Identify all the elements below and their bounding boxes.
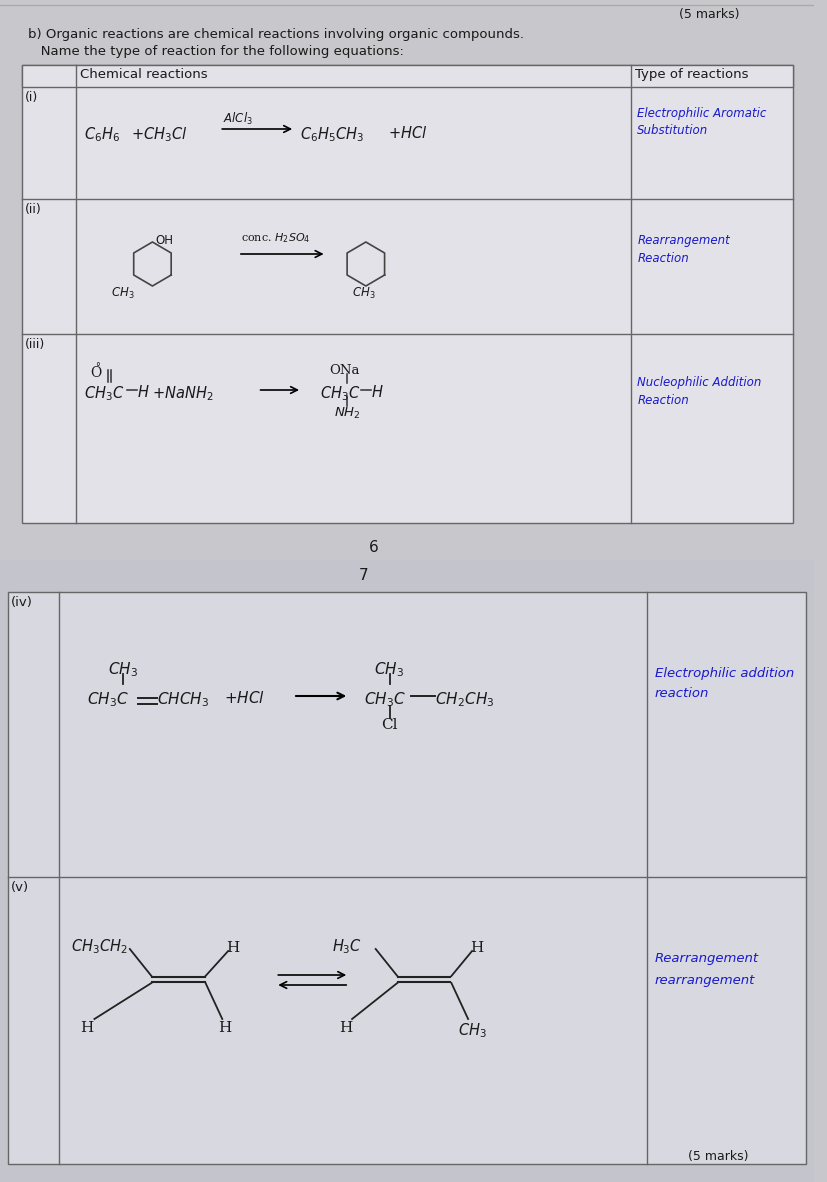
Text: $+ NaNH_2$: $+ NaNH_2$ <box>152 384 213 403</box>
Text: H: H <box>218 1021 232 1035</box>
Text: $C_6H_5CH_3$: $C_6H_5CH_3$ <box>299 125 364 144</box>
Text: $CHCH_3$: $CHCH_3$ <box>157 690 209 709</box>
Text: $CH_3$: $CH_3$ <box>351 286 375 301</box>
Text: $+ HCl$: $+ HCl$ <box>388 125 428 141</box>
Text: $CH_3$: $CH_3$ <box>111 286 135 301</box>
Text: (5 marks): (5 marks) <box>678 8 739 21</box>
Text: Reaction: Reaction <box>637 252 688 265</box>
Text: $H_3C$: $H_3C$ <box>332 937 362 956</box>
Text: rearrangement: rearrangement <box>654 974 754 987</box>
Text: $+ CH_3Cl$: $+ CH_3Cl$ <box>131 125 187 144</box>
Text: Electrophilic Aromatic: Electrophilic Aromatic <box>637 108 766 121</box>
Text: H: H <box>470 941 483 955</box>
Text: (iii): (iii) <box>25 338 45 351</box>
Text: $CH_3C$: $CH_3C$ <box>84 384 124 403</box>
Text: (v): (v) <box>11 881 29 894</box>
Text: Rearrangement: Rearrangement <box>654 952 758 965</box>
Text: reaction: reaction <box>654 687 709 700</box>
Text: $+ HCl$: $+ HCl$ <box>224 690 265 706</box>
Text: $C_6H_6$: $C_6H_6$ <box>84 125 119 144</box>
Text: H: H <box>339 1021 352 1035</box>
Text: Nucleophilic Addition: Nucleophilic Addition <box>637 376 761 389</box>
Text: Name the type of reaction for the following equations:: Name the type of reaction for the follow… <box>27 45 403 58</box>
Text: (iv): (iv) <box>11 596 32 609</box>
Bar <box>22 65 791 522</box>
Text: $CH_3C$: $CH_3C$ <box>87 690 128 709</box>
Text: 7: 7 <box>359 569 368 583</box>
Text: conc. $H_2SO_4$: conc. $H_2SO_4$ <box>241 230 310 245</box>
Text: ONa: ONa <box>329 364 360 377</box>
Text: (5 marks): (5 marks) <box>687 1150 748 1163</box>
Bar <box>0 0 813 580</box>
Text: $CH_3$: $CH_3$ <box>373 660 404 678</box>
Bar <box>22 65 791 87</box>
Text: Cl: Cl <box>381 717 398 732</box>
Text: $H$: $H$ <box>136 384 149 400</box>
Text: (i): (i) <box>25 91 38 104</box>
Text: Rearrangement: Rearrangement <box>637 234 729 247</box>
Bar <box>8 592 805 1164</box>
Text: $AlCl_3$: $AlCl_3$ <box>223 111 253 128</box>
Text: Chemical reactions: Chemical reactions <box>79 69 207 82</box>
Text: $CH_3CH_2$: $CH_3CH_2$ <box>71 937 127 956</box>
Text: 6: 6 <box>368 540 378 556</box>
Text: $CH_3C$: $CH_3C$ <box>363 690 405 709</box>
Text: O: O <box>90 366 102 379</box>
Text: $H$: $H$ <box>370 384 383 400</box>
Text: $CH_3C$: $CH_3C$ <box>319 384 360 403</box>
Text: b) Organic reactions are chemical reactions involving organic compounds.: b) Organic reactions are chemical reacti… <box>27 28 523 41</box>
Text: Electrophilic addition: Electrophilic addition <box>654 667 793 680</box>
Text: H: H <box>80 1021 93 1035</box>
Text: $CH_3$: $CH_3$ <box>108 660 138 678</box>
Text: H: H <box>226 941 239 955</box>
Text: Reaction: Reaction <box>637 394 688 407</box>
Text: OH: OH <box>155 234 173 247</box>
Text: Type of reactions: Type of reactions <box>634 69 748 82</box>
Text: $CH_3$: $CH_3$ <box>457 1021 486 1040</box>
Text: °: ° <box>95 362 100 372</box>
Text: (ii): (ii) <box>25 203 41 216</box>
Text: $NH_2$: $NH_2$ <box>334 405 361 421</box>
Text: $CH_2CH_3$: $CH_2CH_3$ <box>434 690 494 709</box>
Text: Substitution: Substitution <box>637 124 708 137</box>
Bar <box>0 560 813 1182</box>
